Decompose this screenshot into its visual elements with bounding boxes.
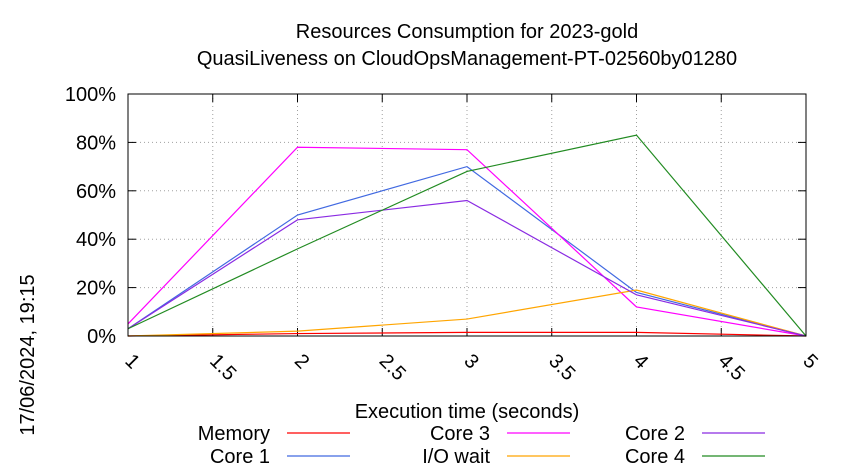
series-line-core-3 [127,146,807,337]
chart-title-line1: Resources Consumption for 2023-gold [296,21,638,43]
series-line-core-4 [127,134,807,337]
legend-label: Core 4 [625,446,685,468]
series-line-core-1 [127,165,807,337]
series-lines [127,134,807,337]
legend-label: Core 3 [430,423,490,445]
x-tick-label: 4 [629,350,652,373]
x-tick-label: 3.5 [544,350,579,385]
timestamp-label: 17/06/2024, 19:15 [17,274,39,435]
y-tick-label: 40% [76,229,116,251]
plot-border [127,93,807,337]
x-tick-label: 3 [459,350,482,373]
x-tick-label: 2.5 [375,350,410,385]
legend-label: Memory [198,423,270,445]
chart-title-line2: QuasiLiveness on CloudOpsManagement-PT-0… [197,48,737,70]
y-tick-label: 80% [76,132,116,154]
legend-label: I/O wait [422,446,490,468]
x-tick-label: 4.5 [714,350,749,385]
y-tick-label: 0% [87,326,116,348]
series-line-i-o-wait [127,289,807,337]
legend-label: Core 1 [210,446,270,468]
x-tick-label: 1.5 [205,350,240,385]
x-tick-label: 5 [798,350,821,373]
series-line-memory [127,331,807,337]
x-tick-label: 2 [290,350,313,373]
y-tick-label: 100% [65,84,116,106]
y-axis: 0% 20% 40% 60% 80% 100% [65,84,806,348]
grid [128,94,806,336]
x-axis-label: Execution time (seconds) [355,401,580,423]
y-tick-label: 60% [76,181,116,203]
y-tick-label: 20% [76,278,116,300]
legend-label: Core 2 [625,423,685,445]
series-line-core-2 [127,199,807,337]
x-tick-label: 1 [120,350,143,373]
